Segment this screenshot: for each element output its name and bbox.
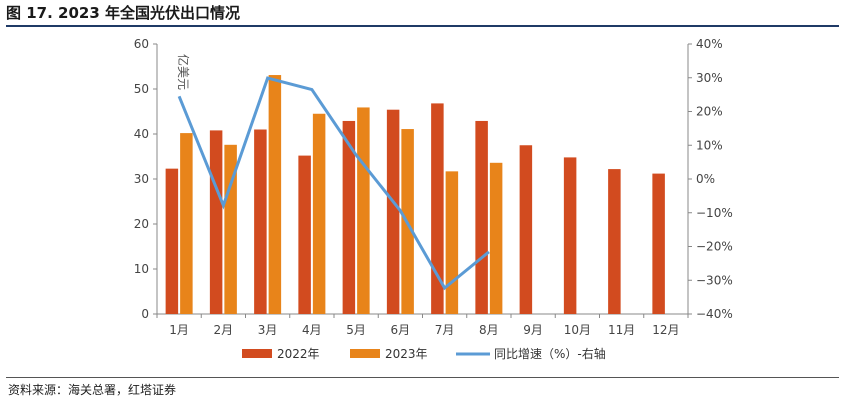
bar-2022 [475,120,488,314]
legend-label-2022: 2022年 [277,347,320,361]
y-left-tick-label: 30 [134,172,149,186]
legend-swatch-2022 [242,349,272,358]
chart-bars [165,75,665,315]
bar-2022 [608,169,621,314]
y-right-tick-label: 10% [696,138,723,152]
y-left-tick-label: 0 [141,307,149,321]
x-tick-label: 2月 [214,323,234,337]
x-tick-label: 4月 [302,323,322,337]
yoy-growth-line [177,76,490,291]
bar-2022 [298,155,311,314]
bar-2023 [268,75,282,314]
legend-label-yoy: 同比增速（%）-右轴 [494,346,606,361]
legend-label-2023: 2023年 [385,347,428,361]
bar-2022 [165,168,179,314]
bar-2023 [489,162,503,314]
title-divider [6,25,839,27]
y-right-tick-label: −10% [696,206,733,220]
y-right-tick-label: 40% [696,37,723,51]
y-right-tick-label: 20% [696,105,723,119]
x-tick-label: 11月 [608,323,635,337]
x-tick-label: 1月 [169,323,189,337]
y-right-tick-label: −20% [696,240,733,254]
y-right-tick-label: 30% [696,71,723,85]
x-tick-label: 6月 [391,323,411,337]
y-right-tick-label: −40% [696,307,733,321]
bar-2023 [445,171,459,314]
x-tick-label: 12月 [652,323,679,337]
chart-legend: 2022年 2023年 同比增速（%）-右轴 [242,346,606,361]
bar-2023 [312,113,326,314]
x-tick-label: 5月 [346,323,366,337]
x-tick-label: 3月 [258,323,278,337]
y-right-tick-label: 0% [696,172,715,186]
x-tick-label: 7月 [435,323,455,337]
bar-2023 [224,144,237,314]
bar-2022 [563,157,577,314]
legend-swatch-2023 [350,349,380,358]
y-unit-label: 亿美元 [176,54,191,90]
chart-ticks: 0 10 20 30 40 50 60 40% 30% 20% 10% 0% −10% −20% −30% −… [134,37,733,337]
bar-2022 [209,130,223,314]
x-tick-label: 8月 [479,323,499,337]
y-left-tick-label: 40 [134,127,149,141]
source-note: 资料来源：海关总署，红塔证券 [8,383,177,397]
bar-2022 [386,109,400,314]
bar-2022 [519,145,533,314]
bar-2023 [180,133,193,314]
x-tick-label: 9月 [523,323,543,337]
bar-2022 [431,103,444,315]
export-chart: 0 10 20 30 40 50 60 40% 30% 20% 10% 0% −10% −20% −30% −… [134,37,733,361]
bar-2023 [357,107,370,314]
y-left-tick-label: 20 [134,217,149,231]
bar-2022 [254,129,267,314]
bar-2022 [652,173,665,314]
chart-title: 图 17. 2023 年全国光伏出口情况 [6,4,240,22]
y-left-tick-label: 60 [134,37,149,51]
bar-2022 [342,120,356,314]
source-divider [6,377,839,378]
y-left-tick-label: 10 [134,262,149,276]
y-right-tick-label: −30% [696,273,733,287]
x-tick-label: 10月 [564,323,591,337]
y-left-tick-label: 50 [134,82,149,96]
chart-line [177,76,490,291]
